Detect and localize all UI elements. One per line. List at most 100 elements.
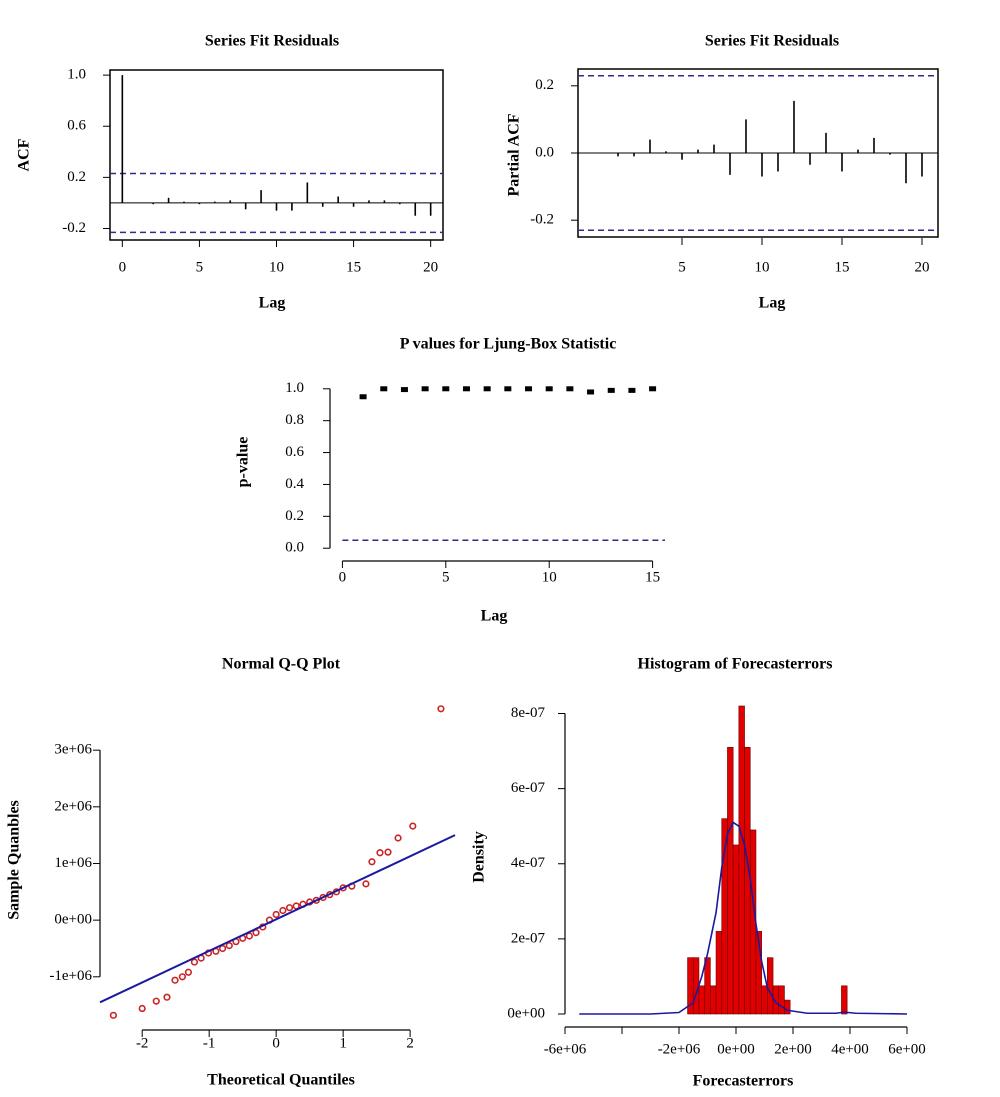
y-tick-label: 0.2	[67, 169, 86, 185]
chart-title: Normal Q-Q Plot	[222, 656, 341, 673]
chart-title: Series Fit Residuals	[205, 33, 339, 50]
y-tick-label: 0.6	[67, 118, 86, 134]
y-tick-label: -0.2	[530, 212, 554, 228]
x-tick-label: -6e+06	[544, 1041, 587, 1057]
point	[245, 932, 253, 940]
x-tick-label: 15	[645, 569, 660, 585]
point	[359, 394, 367, 400]
bar	[727, 747, 734, 1015]
y-tick-label: 0.0	[535, 144, 554, 160]
bar	[755, 931, 762, 1015]
x-axis-label: Lag	[481, 608, 508, 625]
y-tick-label: 0.8	[285, 412, 304, 428]
bar	[744, 747, 751, 1015]
point	[437, 705, 445, 713]
point	[649, 386, 657, 392]
point	[421, 386, 429, 392]
density-line	[579, 821, 908, 1015]
chart-title: Histogram of Forecasterrors	[638, 656, 833, 673]
x-axis-label: Lag	[759, 295, 786, 312]
point	[376, 849, 384, 857]
x-tick-label: 10	[542, 569, 557, 585]
x-tick-label: 5	[442, 569, 450, 585]
point	[483, 386, 491, 392]
x-axis-label: Forecasterrors	[693, 1073, 794, 1090]
x-tick-label: -1	[203, 1035, 216, 1051]
y-axis-label: p-value	[235, 437, 252, 488]
y-tick-label: 0.2	[285, 508, 304, 524]
y-tick-label: 8e-07	[511, 705, 546, 721]
x-axis-label: Lag	[259, 295, 286, 312]
bar	[704, 957, 711, 1015]
plot-frame	[109, 69, 444, 241]
x-tick-label: 5	[196, 259, 204, 275]
point	[184, 968, 193, 976]
point	[525, 386, 533, 392]
bar	[738, 705, 745, 1015]
x-tick-label: 10	[269, 259, 284, 275]
point	[292, 902, 300, 910]
y-tick-label: 2e-07	[511, 930, 546, 946]
x-tick-label: 10	[755, 259, 770, 275]
point	[109, 1011, 117, 1019]
point	[285, 904, 294, 912]
y-tick-label: 4e-07	[511, 855, 546, 871]
point	[362, 880, 370, 888]
bar	[732, 844, 740, 1015]
point	[566, 386, 574, 392]
point	[178, 973, 186, 981]
bar	[698, 985, 705, 1015]
x-tick-label: 5	[678, 259, 686, 275]
x-tick-label: 2	[406, 1035, 414, 1051]
y-tick-label: 6e-07	[511, 780, 546, 796]
bar	[767, 957, 774, 1015]
y-axis-label: ACF	[16, 138, 33, 171]
point	[394, 834, 402, 842]
y-tick-label: 0.6	[285, 444, 304, 460]
y-tick-label: 1e+06	[54, 855, 92, 871]
y-tick-label: 3e+06	[54, 742, 92, 758]
point	[319, 893, 327, 902]
y-tick-label: 0.4	[285, 476, 304, 492]
chart-title: Series Fit Residuals	[705, 33, 839, 50]
point	[163, 993, 171, 1001]
x-tick-label: 6e+00	[888, 1041, 926, 1057]
point	[409, 822, 417, 830]
bar	[778, 985, 785, 1015]
chart-title: P values for Ljung-Box Statistic	[400, 336, 617, 353]
point	[384, 848, 392, 856]
point	[171, 976, 179, 984]
y-tick-label: 1.0	[67, 67, 86, 83]
x-tick-label: 15	[346, 259, 361, 275]
x-axis-label: Theoretical Quantiles	[207, 1072, 355, 1089]
y-tick-label: 0.0	[285, 540, 304, 556]
point	[442, 386, 450, 392]
point	[339, 884, 347, 892]
bar	[715, 931, 723, 1015]
point	[279, 906, 287, 915]
x-tick-label: 0e+00	[717, 1041, 755, 1057]
point	[272, 910, 280, 919]
point	[587, 389, 595, 395]
bar	[841, 985, 848, 1015]
x-tick-label: 15	[835, 259, 850, 275]
x-tick-label: 20	[423, 259, 438, 275]
x-tick-label: -2	[136, 1035, 149, 1051]
x-tick-label: 4e+00	[831, 1041, 869, 1057]
point	[545, 386, 553, 392]
y-tick-label: 0e+00	[507, 1005, 545, 1021]
point	[462, 386, 470, 392]
point	[152, 997, 160, 1005]
x-tick-label: 0	[339, 569, 347, 585]
y-axis-label: Sample Quanbles	[6, 800, 23, 920]
point	[190, 958, 199, 966]
y-tick-label: 0e+00	[54, 912, 92, 928]
y-axis-label: Density	[471, 831, 488, 883]
point	[400, 387, 408, 393]
x-tick-label: 1	[339, 1035, 347, 1051]
point	[607, 387, 615, 393]
x-tick-label: 2e+00	[774, 1041, 812, 1057]
y-tick-label: -1e+06	[49, 968, 92, 984]
y-tick-label: 0.2	[535, 77, 554, 93]
